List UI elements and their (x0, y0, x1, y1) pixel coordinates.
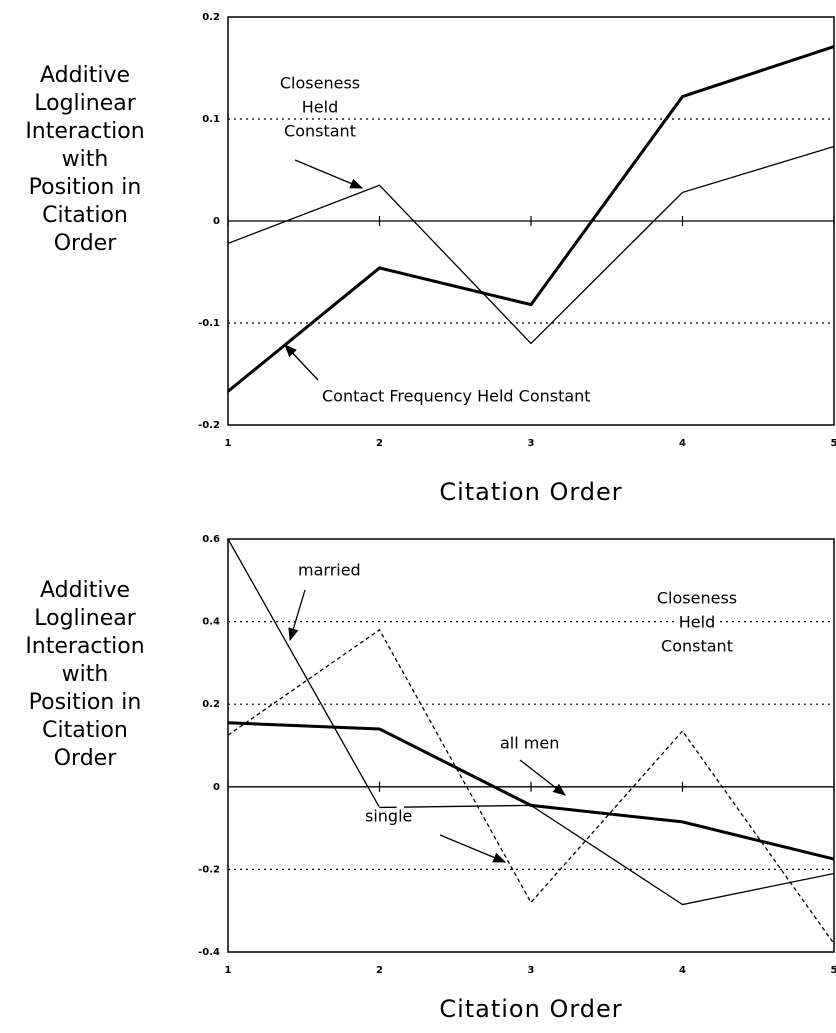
x-tick-label: 1 (225, 965, 232, 976)
arrow (294, 159, 364, 189)
annotation: Constant (284, 122, 356, 141)
x-tick-label: 5 (831, 965, 836, 976)
arrow (288, 589, 306, 642)
y-tick-label: 0.1 (202, 114, 220, 125)
y-axis-label: Interaction (25, 634, 144, 659)
annotation: Contact Frequency Held Constant (322, 387, 591, 406)
series-line (227, 45, 835, 393)
y-tick-label: 0 (213, 216, 220, 227)
y-axis-label: Interaction (25, 119, 144, 144)
series-label: all men (500, 734, 559, 753)
y-tick-label: 0.2 (202, 699, 220, 710)
y-tick-label: 0.4 (202, 617, 220, 628)
y-axis-label: with (62, 147, 109, 172)
y-tick-label: 0 (213, 782, 220, 793)
x-tick-label: 3 (528, 438, 535, 449)
annotation: Closeness (280, 74, 360, 93)
x-tick-label: 5 (831, 438, 836, 449)
y-axis-label: Additive (40, 63, 130, 88)
series-label: single (365, 807, 412, 826)
annotation: Held (679, 613, 715, 632)
series-line (227, 628, 835, 945)
arrow (284, 344, 319, 381)
annotation: Closeness (657, 589, 737, 608)
y-axis-label: with (62, 662, 109, 687)
annotation: Held (302, 98, 338, 117)
series-line (227, 538, 835, 906)
x-tick-label: 1 (225, 438, 232, 449)
y-tick-label: -0.2 (198, 420, 220, 431)
y-tick-label: 0.2 (202, 12, 220, 23)
y-axis-label: Loglinear (34, 91, 136, 116)
y-axis-label: Position in (29, 175, 142, 200)
plot-frame (227, 16, 835, 426)
y-axis-label: Loglinear (34, 606, 136, 631)
arrow (439, 834, 507, 863)
x-tick-label: 4 (679, 438, 686, 449)
y-axis-label: Position in (29, 690, 142, 715)
y-tick-label: -0.2 (198, 864, 220, 875)
x-axis-label: Citation Order (439, 478, 622, 506)
y-axis-label: Order (54, 746, 117, 771)
arrow (519, 759, 567, 796)
y-tick-label: -0.4 (198, 947, 220, 958)
series-label: married (298, 561, 361, 580)
y-tick-label: -0.1 (198, 318, 220, 329)
y-axis-label: Order (54, 231, 117, 256)
annotation: Constant (661, 637, 733, 656)
x-tick-label: 2 (376, 965, 383, 976)
x-axis-label: Citation Order (439, 995, 622, 1023)
series-line (227, 145, 835, 345)
series-line (227, 721, 835, 861)
x-tick-label: 4 (679, 965, 686, 976)
y-axis-label: Additive (40, 578, 130, 603)
y-axis-label: Citation (42, 203, 128, 228)
x-tick-label: 2 (376, 438, 383, 449)
x-tick-label: 3 (528, 965, 535, 976)
plot-frame (227, 538, 835, 953)
y-axis-label: Citation (42, 718, 128, 743)
y-tick-label: 0.6 (202, 534, 220, 545)
